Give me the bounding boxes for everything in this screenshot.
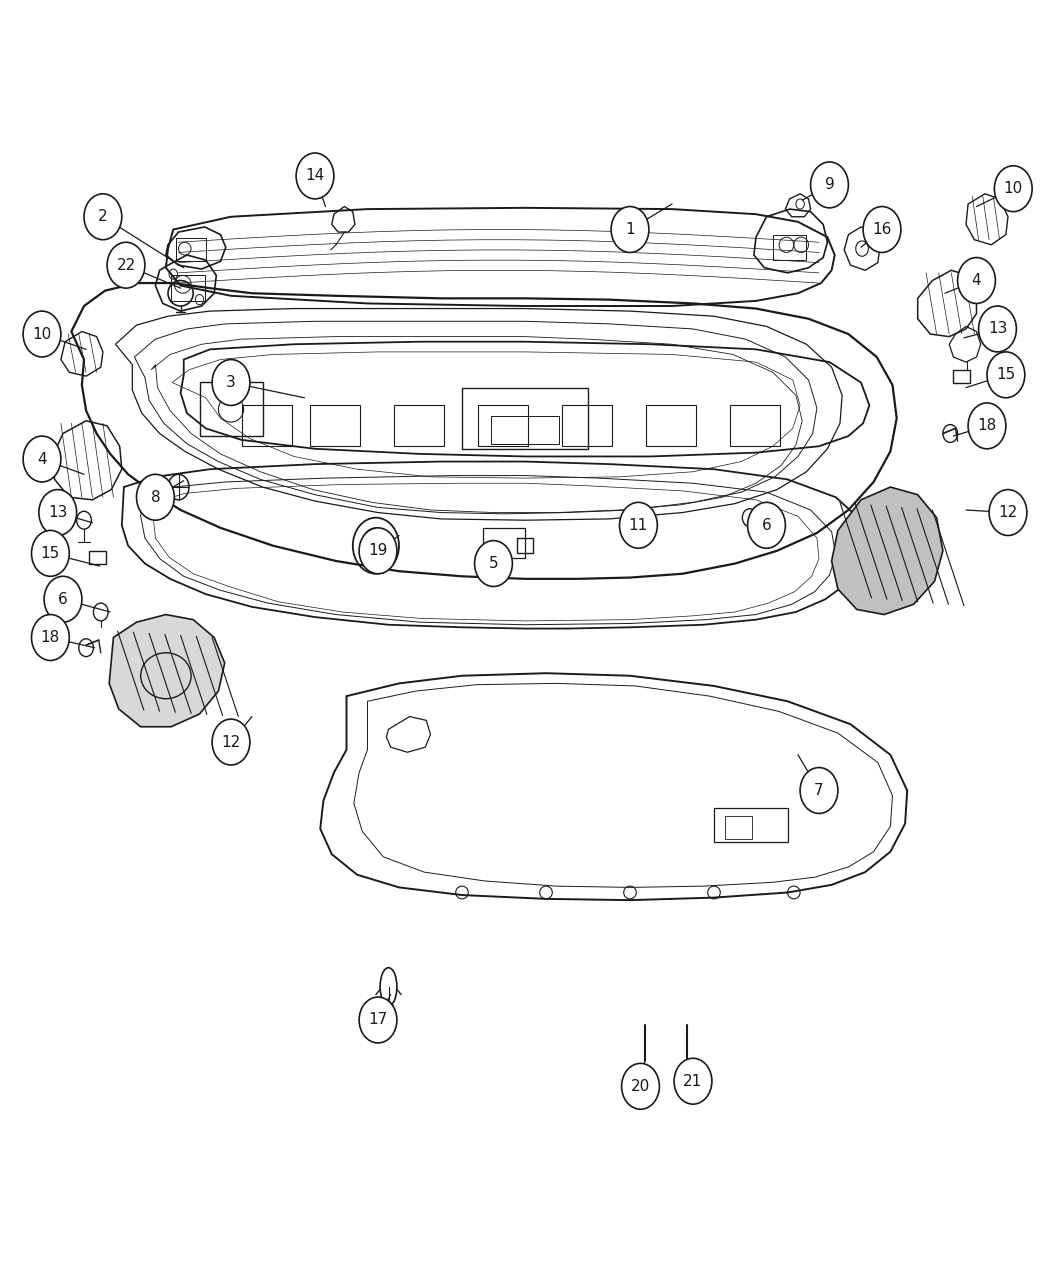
Text: 22: 22 — [117, 258, 135, 273]
Bar — [517, 538, 533, 553]
Circle shape — [611, 207, 649, 252]
Bar — [200, 382, 262, 436]
Text: 12: 12 — [222, 734, 240, 750]
Bar — [714, 808, 788, 842]
Circle shape — [84, 194, 122, 240]
Bar — [478, 405, 528, 446]
Circle shape — [23, 311, 61, 357]
Circle shape — [800, 768, 838, 813]
Circle shape — [212, 719, 250, 765]
Bar — [171, 275, 205, 301]
Text: 20: 20 — [631, 1079, 650, 1094]
Bar — [462, 388, 588, 449]
Circle shape — [622, 1063, 659, 1109]
Circle shape — [107, 242, 145, 288]
Circle shape — [136, 474, 174, 520]
Text: 4: 4 — [971, 273, 982, 288]
Circle shape — [32, 615, 69, 660]
Text: 1: 1 — [625, 222, 635, 237]
Text: 7: 7 — [814, 783, 824, 798]
Circle shape — [863, 207, 901, 252]
Text: 13: 13 — [988, 321, 1007, 337]
Circle shape — [39, 490, 77, 536]
Bar — [730, 405, 780, 446]
Polygon shape — [109, 615, 225, 727]
Text: 17: 17 — [369, 1012, 387, 1028]
Circle shape — [359, 997, 397, 1043]
Text: 18: 18 — [41, 630, 60, 645]
Bar — [310, 405, 360, 446]
Circle shape — [989, 490, 1027, 536]
Circle shape — [32, 530, 69, 576]
Circle shape — [968, 403, 1006, 449]
Circle shape — [475, 541, 512, 587]
Circle shape — [296, 153, 334, 199]
Circle shape — [620, 502, 657, 548]
Bar — [491, 416, 559, 444]
Text: 11: 11 — [629, 518, 648, 533]
Circle shape — [44, 576, 82, 622]
Text: 4: 4 — [37, 451, 47, 467]
Bar — [953, 370, 970, 382]
Circle shape — [23, 436, 61, 482]
Text: 14: 14 — [306, 168, 324, 184]
Circle shape — [979, 306, 1016, 352]
Bar — [483, 528, 525, 558]
Bar — [562, 405, 612, 446]
Bar — [176, 238, 206, 261]
Text: 21: 21 — [684, 1074, 702, 1089]
Circle shape — [674, 1058, 712, 1104]
Text: 10: 10 — [33, 326, 51, 342]
Text: 5: 5 — [488, 556, 499, 571]
Text: 13: 13 — [48, 505, 67, 520]
Bar — [724, 816, 752, 839]
Text: 10: 10 — [1004, 181, 1023, 196]
Text: 6: 6 — [761, 518, 772, 533]
Circle shape — [994, 166, 1032, 212]
Text: 3: 3 — [226, 375, 236, 390]
Bar — [242, 405, 292, 446]
Circle shape — [359, 528, 397, 574]
Text: 12: 12 — [999, 505, 1017, 520]
Bar — [394, 405, 444, 446]
Text: 15: 15 — [41, 546, 60, 561]
Text: 18: 18 — [978, 418, 996, 434]
Text: 19: 19 — [369, 543, 387, 558]
Text: 6: 6 — [58, 592, 68, 607]
Circle shape — [212, 360, 250, 405]
Text: 2: 2 — [98, 209, 108, 224]
Bar — [89, 551, 106, 564]
Text: 16: 16 — [873, 222, 891, 237]
Text: 8: 8 — [150, 490, 161, 505]
Bar — [646, 405, 696, 446]
Polygon shape — [832, 487, 943, 615]
Circle shape — [811, 162, 848, 208]
Circle shape — [987, 352, 1025, 398]
Text: 15: 15 — [996, 367, 1015, 382]
Circle shape — [958, 258, 995, 303]
Circle shape — [748, 502, 785, 548]
Bar — [773, 235, 806, 260]
Text: 9: 9 — [824, 177, 835, 193]
